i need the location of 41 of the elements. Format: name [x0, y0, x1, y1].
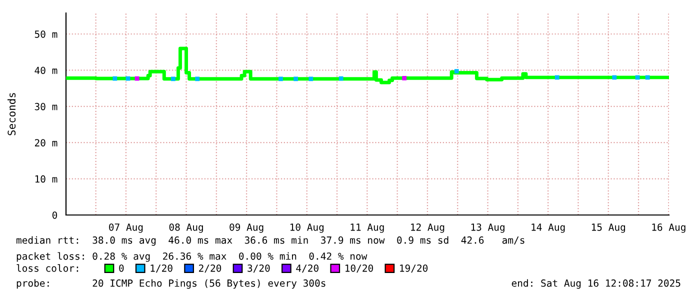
- y-tick-label: 40 m: [34, 66, 58, 74]
- text: end: Sat Aug 16 12:08:17 2025: [512, 279, 680, 289]
- point: [195, 76, 200, 82]
- y-tick-label: 50 m: [34, 30, 58, 38]
- point: [278, 76, 283, 82]
- x-tick-label: 12 Aug: [411, 223, 444, 233]
- x-tick-label: 14 Aug: [532, 224, 565, 233]
- x-tick-label: 15 Aug: [592, 224, 626, 233]
- legend-label: 19/20: [400, 264, 428, 273]
- y-tick-label: 30 m: [34, 102, 58, 110]
- point: [171, 76, 176, 82]
- legend-label: 1/20: [150, 264, 172, 273]
- point: [645, 75, 650, 80]
- x-tick-label: 10 Aug: [290, 223, 324, 233]
- legend-title: loss color:: [16, 264, 78, 272]
- point: [112, 76, 118, 81]
- y-tick-label: 10 m: [35, 175, 58, 183]
- y-tick-label: 20 m: [34, 139, 58, 146]
- y-tick-label: 0: [52, 212, 58, 219]
- point: [454, 69, 459, 74]
- x-tick-label: 09 Aug: [230, 223, 264, 233]
- text: median rtt: 38.0 ms avg 46.0 ms max 36.6 ms min 37.9 ms now 0.9 ms sd 42.6 am/s: [16, 236, 524, 246]
- point: [402, 76, 407, 80]
- text: probe: 20 ICMP Echo Pings (56 Bytes) every 300s: [16, 279, 326, 289]
- legend-label: 2/20: [199, 264, 222, 273]
- y-axis-title: Seconds: [8, 93, 16, 136]
- point: [294, 76, 298, 82]
- legend-label: 10/20: [346, 264, 373, 273]
- x-tick-label: 07 Aug: [109, 223, 143, 233]
- legend-label: 4/20: [296, 264, 318, 273]
- legend-label: 3/20: [248, 264, 270, 273]
- text: packet loss: 0.28 % avg 26.36 % max 0.00 % min 0.42 % now: [16, 252, 368, 262]
- x-tick-label: 13 Aug: [471, 223, 504, 233]
- point: [308, 76, 314, 82]
- x-tick-label: 16 Aug: [652, 223, 686, 233]
- x-tick-label: 11 Aug: [350, 224, 384, 233]
- legend-label: 0: [119, 264, 124, 272]
- point: [554, 75, 560, 80]
- point: [612, 75, 617, 80]
- point: [635, 75, 640, 80]
- x-tick-label: 08 Aug: [169, 223, 203, 233]
